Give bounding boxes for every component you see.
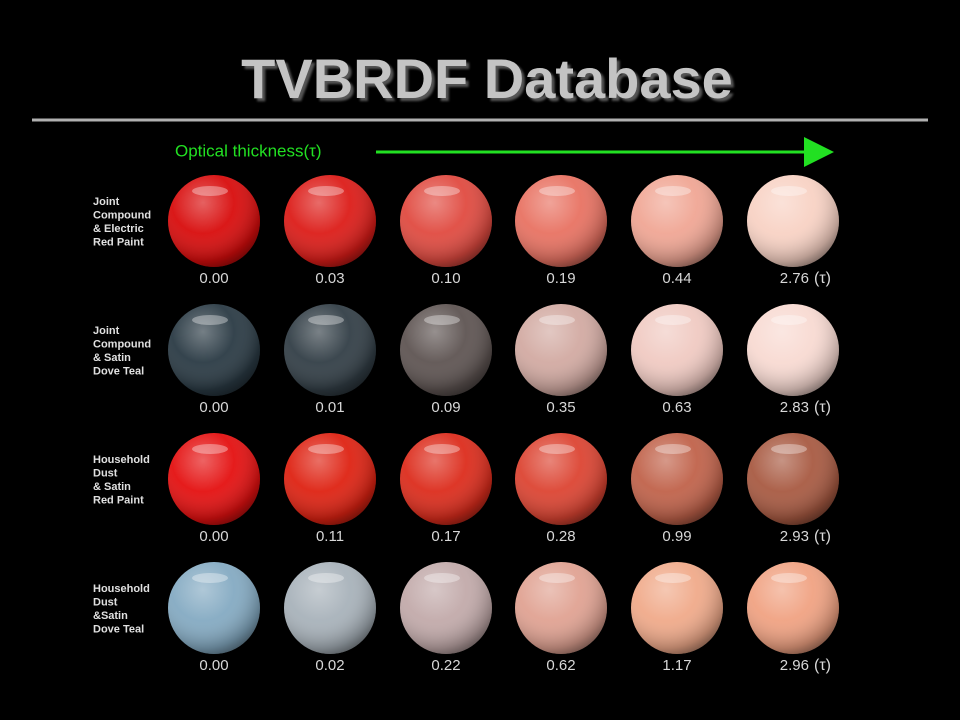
value-label: 0.99 — [662, 528, 691, 545]
sphere-highlight — [424, 186, 460, 196]
value-label: 0.03 — [315, 270, 344, 287]
sphere-shading — [515, 304, 607, 396]
sphere-shading — [168, 562, 260, 654]
value-label: 0.22 — [431, 657, 460, 674]
sphere-highlight — [308, 444, 344, 454]
sphere-shading — [168, 433, 260, 525]
value-label: 2.76 — [780, 270, 809, 287]
sphere-shading — [631, 562, 723, 654]
value-label: 0.62 — [546, 657, 575, 674]
sphere-shading — [747, 433, 839, 525]
sphere-highlight — [655, 444, 691, 454]
row-label: Red Paint — [93, 236, 144, 248]
sphere-shading — [400, 304, 492, 396]
value-label: 0.28 — [546, 528, 575, 545]
sphere-shading — [747, 304, 839, 396]
sphere-highlight — [308, 315, 344, 325]
value-label: 0.00 — [199, 528, 228, 545]
row-label: & Satin — [93, 352, 131, 364]
slide-title: TVBRDF Database — [241, 47, 733, 110]
sphere-highlight — [771, 573, 807, 583]
value-label: 1.17 — [662, 657, 691, 674]
sphere-highlight — [308, 186, 344, 196]
sphere-shading — [284, 562, 376, 654]
sphere-shading — [400, 175, 492, 267]
sphere-shading — [747, 175, 839, 267]
unit-label: (τ) — [814, 657, 831, 674]
unit-label: (τ) — [814, 270, 831, 287]
row-label: & Satin — [93, 481, 131, 493]
value-label: 2.96 — [780, 657, 809, 674]
value-label: 0.00 — [199, 399, 228, 416]
row-label: Joint — [93, 196, 120, 208]
unit-label: (τ) — [814, 399, 831, 416]
row-label: Household — [93, 454, 150, 466]
sphere-shading — [631, 175, 723, 267]
value-label: 0.17 — [431, 528, 460, 545]
value-label: 0.00 — [199, 270, 228, 287]
sphere-highlight — [424, 573, 460, 583]
sphere-highlight — [771, 444, 807, 454]
sphere-highlight — [539, 315, 575, 325]
sphere-highlight — [771, 186, 807, 196]
sphere-shading — [631, 304, 723, 396]
sphere-highlight — [192, 186, 228, 196]
sphere-highlight — [424, 315, 460, 325]
sphere-shading — [400, 562, 492, 654]
sphere-highlight — [655, 315, 691, 325]
sphere-shading — [747, 562, 839, 654]
value-label: 2.83 — [780, 399, 809, 416]
sphere-highlight — [539, 444, 575, 454]
row-label: Dust — [93, 596, 118, 608]
row-label: & Electric — [93, 223, 144, 235]
row-label: Dove Teal — [93, 623, 144, 635]
value-label: 0.44 — [662, 270, 691, 287]
sphere-highlight — [424, 444, 460, 454]
sphere-shading — [284, 433, 376, 525]
sphere-highlight — [771, 315, 807, 325]
sphere-shading — [284, 175, 376, 267]
sphere-shading — [515, 562, 607, 654]
value-label: 0.00 — [199, 657, 228, 674]
value-label: 0.11 — [316, 528, 344, 545]
sphere-shading — [400, 433, 492, 525]
sphere-highlight — [192, 315, 228, 325]
sphere-shading — [168, 304, 260, 396]
row-label: Dust — [93, 467, 118, 479]
sphere-highlight — [539, 186, 575, 196]
row-label: &Satin — [93, 610, 128, 622]
row-label: Joint — [93, 325, 120, 337]
sphere-shading — [515, 433, 607, 525]
value-label: 0.19 — [546, 270, 575, 287]
row-label: Compound — [93, 209, 151, 221]
value-label: 0.09 — [431, 399, 460, 416]
sphere-highlight — [192, 573, 228, 583]
row-label: Compound — [93, 338, 151, 350]
row-label: Dove Teal — [93, 365, 144, 377]
row-label: Household — [93, 583, 150, 595]
sphere-shading — [631, 433, 723, 525]
value-label: 0.63 — [662, 399, 691, 416]
sphere-highlight — [655, 573, 691, 583]
sphere-highlight — [655, 186, 691, 196]
sphere-highlight — [192, 444, 228, 454]
value-label: 2.93 — [780, 528, 809, 545]
value-label: 0.02 — [315, 657, 344, 674]
sphere-highlight — [539, 573, 575, 583]
sphere-highlight — [308, 573, 344, 583]
axis-label: Optical thickness(τ) — [175, 141, 322, 160]
value-label: 0.10 — [431, 270, 460, 287]
sphere-shading — [168, 175, 260, 267]
value-label: 0.01 — [315, 399, 344, 416]
unit-label: (τ) — [814, 528, 831, 545]
value-label: 0.35 — [546, 399, 575, 416]
row-label: Red Paint — [93, 494, 144, 506]
sphere-shading — [284, 304, 376, 396]
sphere-shading — [515, 175, 607, 267]
